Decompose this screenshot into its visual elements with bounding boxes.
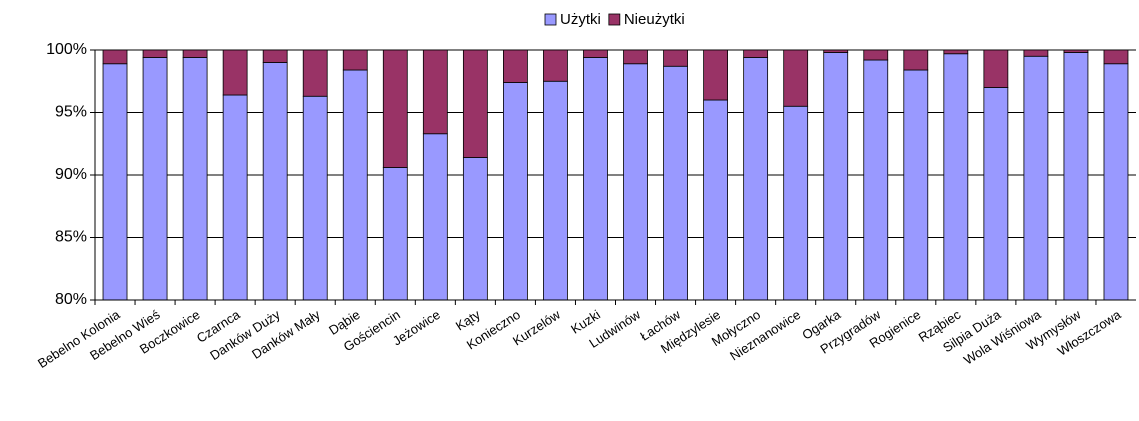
legend-swatch — [544, 13, 557, 26]
bar-segment — [983, 49, 1009, 88]
bar-segment — [503, 49, 528, 83]
bar-segment — [943, 53, 969, 301]
bar-segment — [903, 49, 929, 71]
bar-segment — [783, 105, 809, 301]
bar-segment — [943, 49, 969, 55]
bar-segment — [422, 49, 448, 135]
bar-segment — [583, 49, 608, 58]
bar-segment — [342, 69, 368, 301]
bar-segment — [743, 57, 769, 301]
bar-segment — [1063, 49, 1089, 53]
bar-segment — [703, 99, 728, 301]
bar-segment — [1023, 55, 1049, 301]
y-tick-label: 80% — [55, 291, 87, 308]
bar-segment — [222, 94, 248, 301]
legend-label: Użytki — [560, 11, 601, 28]
y-tick-label: 95% — [55, 104, 87, 121]
bar-segment — [863, 49, 889, 61]
bar-segment — [182, 49, 208, 58]
bar-segment — [102, 63, 128, 301]
bar-segment — [623, 49, 648, 65]
bar-segment — [823, 52, 849, 301]
bar-segment — [182, 57, 208, 301]
bar-segment — [903, 69, 929, 301]
bar-segment — [863, 59, 889, 301]
bar-segment — [462, 49, 488, 158]
bar-segment — [503, 82, 528, 301]
y-tick-label: 90% — [55, 166, 87, 183]
bar-segment — [623, 63, 648, 301]
bar-segment — [262, 62, 288, 301]
bar-segment — [1103, 49, 1129, 65]
bar-segment — [1063, 52, 1089, 301]
bar-segment — [222, 49, 248, 96]
bar-segment — [422, 133, 448, 301]
bar-segment — [1103, 63, 1129, 301]
bar-segment — [102, 49, 128, 65]
bar-segment — [703, 49, 728, 101]
bar-segment — [382, 167, 408, 301]
bar-segment — [663, 65, 688, 301]
bar-segment — [783, 49, 809, 107]
y-tick-label: 100% — [46, 41, 87, 58]
bar-segment — [342, 49, 368, 71]
bar-segment — [743, 49, 769, 58]
bar-segment — [142, 49, 168, 58]
bar-segment — [382, 49, 408, 168]
bar-segment — [302, 95, 328, 301]
y-tick-label: 85% — [55, 229, 87, 246]
bar-segment — [543, 49, 568, 82]
bar-segment — [302, 49, 328, 97]
bar-segment — [983, 87, 1009, 301]
bar-segment — [262, 49, 288, 63]
legend-swatch — [608, 13, 621, 26]
bar-segment — [462, 157, 488, 301]
bar-segment — [543, 80, 568, 301]
bar-segment — [823, 49, 849, 53]
x-tick-label: Danków Mały — [249, 307, 323, 362]
bar-segment — [142, 57, 168, 301]
bar-segment — [1023, 49, 1049, 57]
bar-segment — [583, 57, 608, 301]
legend-label: Nieużytki — [624, 11, 685, 28]
bar-segment — [663, 49, 688, 67]
